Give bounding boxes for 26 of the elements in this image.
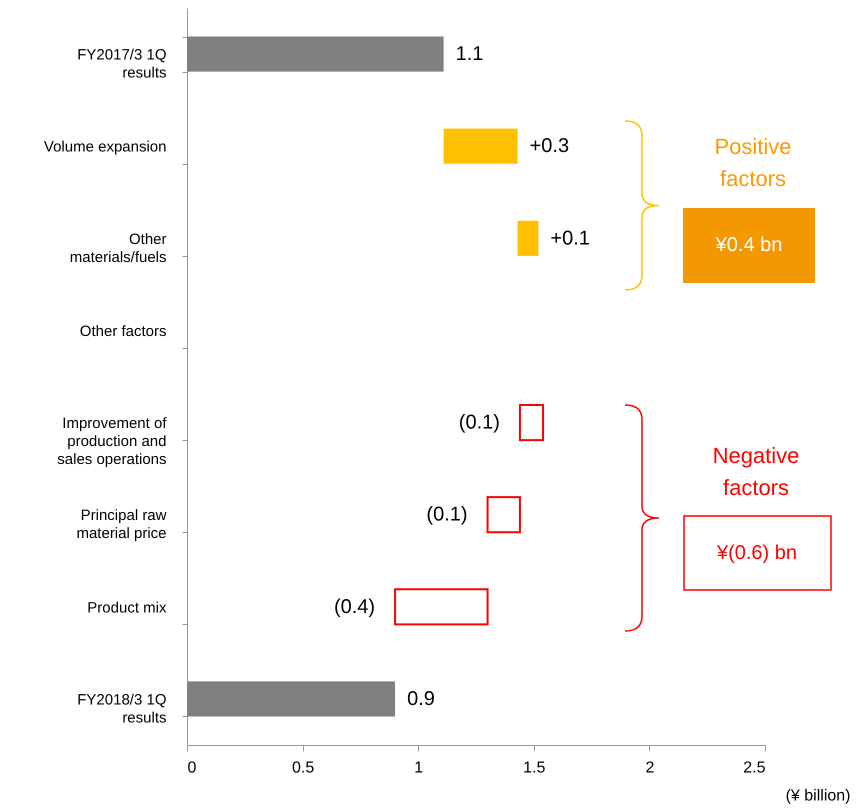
- y-tick-label: Other materials/fuels: [70, 230, 167, 266]
- data-label: 0.9: [407, 688, 435, 710]
- y-tick-label: Principal raw material price: [76, 507, 167, 542]
- annotation: Positive factors: [714, 134, 792, 191]
- annotation: ¥0.4 bn: [714, 234, 782, 256]
- y-tick-label: Other factors: [80, 322, 166, 340]
- annotation: ¥(0.6) bn: [716, 542, 798, 564]
- y-tick-label: Volume expansion: [44, 138, 166, 156]
- data-label: (0.1): [458, 412, 500, 434]
- x-axis-title: (¥ billion): [786, 788, 850, 804]
- x-tick-label: 0.5: [292, 760, 314, 776]
- y-tick-label: FY2017/3 1Q results: [77, 46, 166, 82]
- data-label: +0.1: [550, 227, 590, 250]
- y-tick-label: FY2018/3 1Q results: [77, 691, 166, 726]
- annotation: Negative factors: [712, 443, 800, 500]
- data-label: +0.3: [530, 135, 570, 158]
- data-label: (0.4): [334, 596, 376, 618]
- y-tick-label: Improvement of production and sales operations: [57, 415, 168, 468]
- x-tick-label: 1.5: [523, 760, 546, 776]
- x-tick-label: 2.5: [743, 760, 766, 776]
- y-tick-label: Product mix: [87, 599, 167, 616]
- data-label: 1.1: [456, 43, 484, 66]
- x-tick-label: 1: [414, 760, 424, 776]
- x-tick-label: 2: [645, 760, 654, 776]
- x-tick-label: 0: [188, 760, 196, 776]
- data-label: (0.1): [426, 504, 468, 526]
